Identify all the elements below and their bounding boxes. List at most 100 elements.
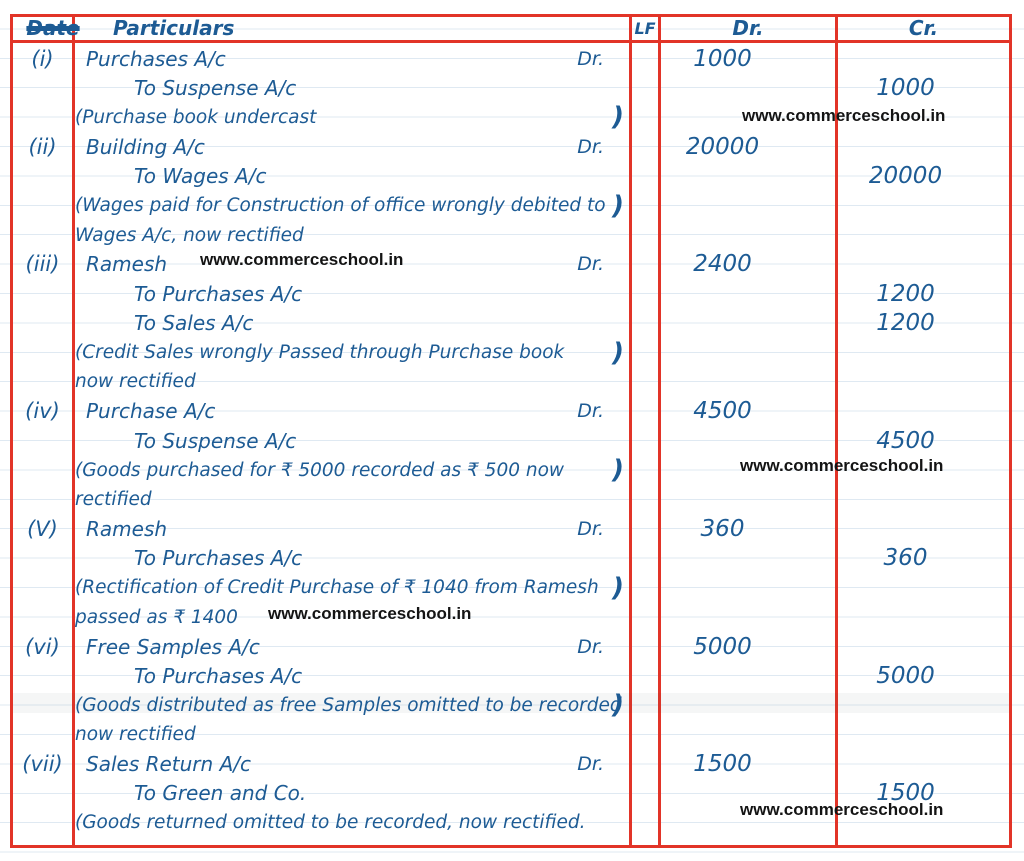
particulars-cell: now rectified (72, 371, 632, 392)
particulars-cell: Ramesh Dr. (72, 517, 632, 541)
particulars-text: (Goods purchased for ₹ 5000 recorded as … (75, 459, 565, 481)
entry-number: (V) (27, 516, 58, 541)
particulars-cell: To Purchases A/c (72, 546, 632, 570)
particulars-cell: (Purchase book undercast ) (72, 102, 632, 132)
journal-line: (vii) Sales Return A/c Dr. 1500 (13, 749, 1009, 778)
particulars-cell: (Rectification of Credit Purchase of ₹ 1… (72, 573, 632, 603)
journal-line: (vi) Free Samples A/c Dr. 5000 (13, 632, 1009, 661)
journal-line: (V) Ramesh Dr. 360 (13, 514, 1009, 543)
journal-line: (Wages paid for Construction of office w… (13, 191, 1009, 221)
dr-amount: 2400 (693, 251, 752, 278)
entry-number: (iv) (25, 399, 60, 424)
journal-line: (ii) Building A/c Dr. 20000 (13, 132, 1009, 161)
table-border-bottom (10, 845, 1012, 848)
dr-suffix: Dr. (577, 753, 604, 776)
particulars-cell: To Suspense A/c (72, 76, 632, 100)
particulars-cell: Ramesh Dr. (72, 252, 632, 276)
dr-suffix: Dr. (577, 517, 604, 540)
dr-amount: 5000 (693, 633, 752, 660)
date-column-header: Date (26, 15, 80, 41)
particulars-text: (Wages paid for Construction of office w… (75, 195, 606, 217)
dr-amount: 1500 (693, 751, 752, 778)
particulars-text: Purchase A/c (86, 399, 216, 424)
particulars-text: To Purchases A/c (134, 281, 303, 306)
particulars-column-header: Particulars (113, 16, 235, 40)
cr-column-header: Cr. (908, 16, 939, 40)
cr-amount: 360 (883, 545, 928, 572)
particulars-cell: Purchase A/c Dr. (72, 399, 632, 423)
watermark-text: www.commerceschool.in (200, 250, 404, 269)
entry-number: (iii) (25, 252, 60, 277)
particulars-cell: To Suspense A/c (72, 429, 632, 453)
date-header-label: Date (26, 16, 80, 40)
dr-amount: 4500 (693, 398, 752, 425)
particulars-cell: (Goods distributed as free Samples omitt… (72, 690, 632, 720)
particulars-text: Ramesh (86, 516, 168, 541)
dr-amount: 1000 (693, 45, 752, 72)
journal-line: (iv) Purchase A/c Dr. 4500 (13, 397, 1009, 426)
journal-line: now rectified (13, 720, 1009, 749)
particulars-text: (Goods distributed as free Samples omitt… (75, 694, 622, 716)
journal-line: passed as ₹ 1400 (13, 602, 1009, 631)
journal-line: (iii) Ramesh Dr. 2400 (13, 250, 1009, 279)
journal-line: To Wages A/c 20000 (13, 162, 1009, 191)
journal-line: To Sales A/c 1200 (13, 309, 1009, 338)
particulars-cell: (Goods purchased for ₹ 5000 recorded as … (72, 455, 632, 485)
watermark-text: www.commerceschool.in (268, 604, 472, 623)
particulars-cell: rectified (72, 489, 632, 510)
particulars-cell: To Wages A/c (72, 164, 632, 188)
particulars-text: now rectified (75, 371, 196, 393)
particulars-cell: To Purchases A/c (72, 282, 632, 306)
journal-line: (i) Purchases A/c Dr. 1000 (13, 44, 1009, 73)
date-column-divider (72, 14, 75, 845)
close-paren: ) (612, 690, 624, 721)
lf-column-divider-right (658, 14, 661, 845)
dr-column-header: Dr. (732, 16, 764, 40)
journal-line: To Purchases A/c 360 (13, 544, 1009, 573)
dr-suffix: Dr. (577, 253, 604, 276)
particulars-text: (Rectification of Credit Purchase of ₹ 1… (75, 577, 599, 599)
journal-line: (Goods returned omitted to be recorded, … (13, 808, 1009, 837)
entry-number: (i) (31, 46, 54, 71)
journal-line: (Rectification of Credit Purchase of ₹ 1… (13, 573, 1009, 603)
particulars-cell: To Purchases A/c (72, 664, 632, 688)
journal-line: To Green and Co. 1500 (13, 779, 1009, 808)
cr-amount: 1500 (876, 780, 935, 807)
particulars-text: passed as ₹ 1400 (75, 606, 238, 628)
particulars-text: To Purchases A/c (134, 663, 303, 688)
close-paren: ) (612, 102, 624, 133)
dr-suffix: Dr. (577, 400, 604, 423)
journal-line: (Goods distributed as free Samples omitt… (13, 690, 1009, 720)
lf-column-divider-left (629, 14, 632, 845)
journal-line: To Suspense A/c 4500 (13, 426, 1009, 455)
entry-number: (ii) (28, 134, 57, 159)
header-underline (10, 40, 1012, 43)
particulars-text: (Goods returned omitted to be recorded, … (75, 812, 586, 834)
particulars-text: To Green and Co. (134, 781, 307, 806)
journal-line: (Credit Sales wrongly Passed through Pur… (13, 338, 1009, 368)
watermark-text: www.commerceschool.in (740, 456, 944, 475)
dr-amount: 360 (700, 515, 745, 542)
cr-amount: 1000 (876, 75, 935, 102)
dr-cr-column-divider (835, 14, 838, 845)
cr-amount: 5000 (876, 662, 935, 689)
close-paren: ) (612, 572, 624, 603)
particulars-cell: Free Samples A/c Dr. (72, 635, 632, 659)
particulars-text: Sales Return A/c (86, 752, 251, 777)
particulars-cell: (Credit Sales wrongly Passed through Pur… (72, 338, 632, 368)
particulars-text: now rectified (75, 724, 196, 746)
entry-number: (vi) (25, 634, 60, 659)
close-paren: ) (612, 337, 624, 368)
table-border-top (10, 14, 1012, 17)
dr-amount: 20000 (685, 133, 760, 160)
particulars-text: Free Samples A/c (86, 634, 260, 659)
particulars-cell: Purchases A/c Dr. (72, 47, 632, 71)
table-border-left (10, 14, 13, 848)
journal-line: To Suspense A/c 1000 (13, 73, 1009, 102)
journal-line: rectified (13, 485, 1009, 514)
journal-line: To Purchases A/c 5000 (13, 661, 1009, 690)
photo-shade (13, 693, 1009, 713)
dr-suffix: Dr. (577, 47, 604, 70)
entry-number: (vii) (22, 752, 63, 777)
